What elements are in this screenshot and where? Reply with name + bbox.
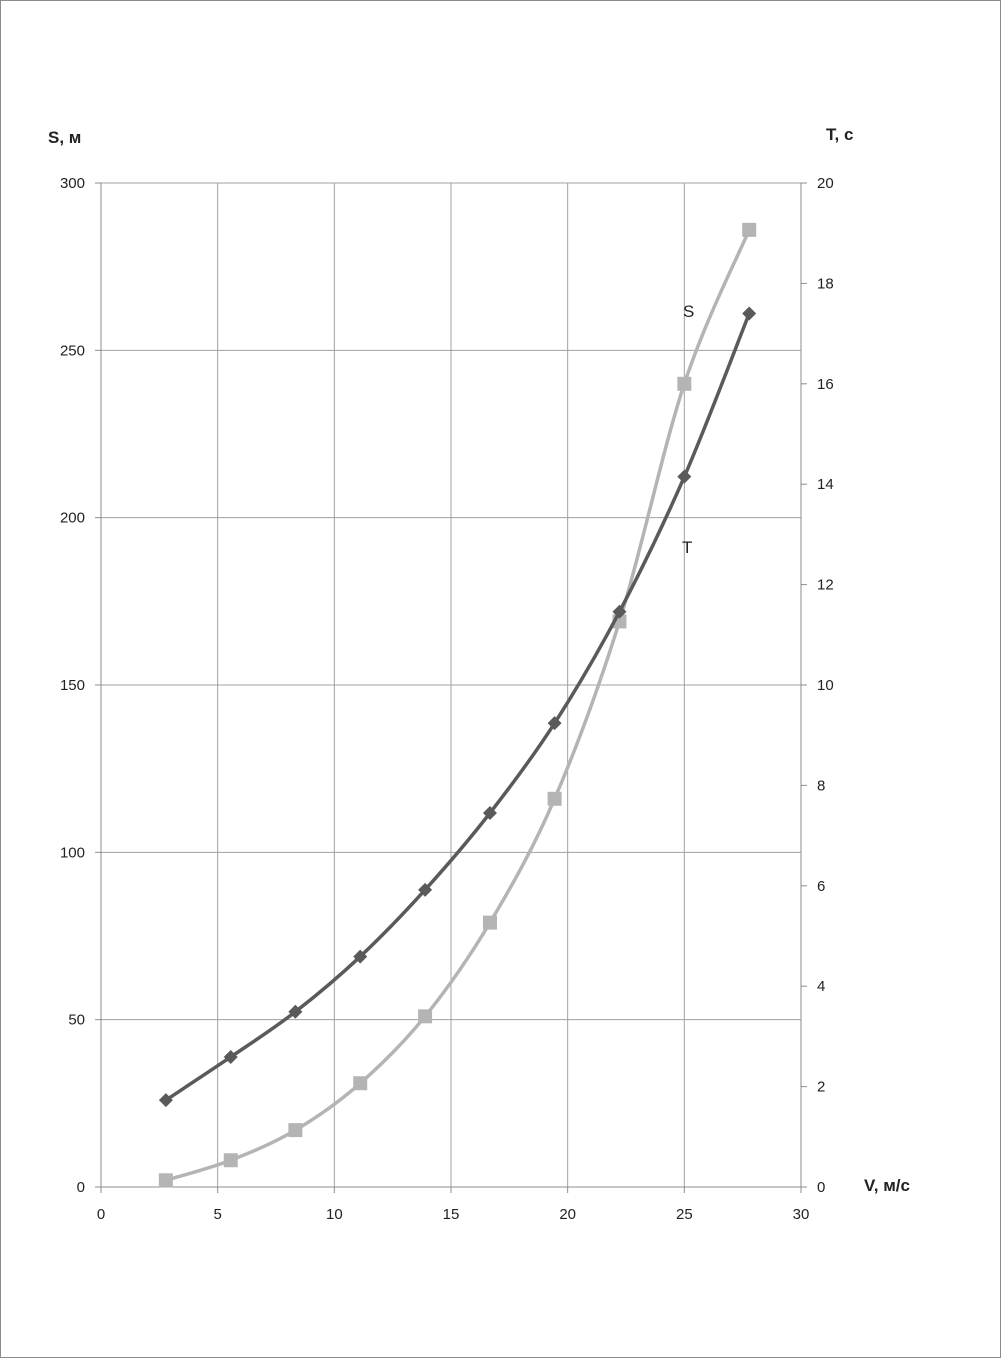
series-label-s: S xyxy=(683,302,694,321)
data-point-t xyxy=(612,604,627,619)
data-point-t xyxy=(677,469,692,484)
series-label-t: T xyxy=(682,538,692,557)
data-point-t xyxy=(288,1004,303,1019)
y-left-tick-label: 250 xyxy=(60,342,85,359)
y-axis-right-title: T, с xyxy=(826,125,853,144)
data-point-s xyxy=(677,376,692,391)
x-tick-label: 5 xyxy=(213,1206,221,1223)
data-point-t xyxy=(158,1093,173,1108)
y-right-tick-label: 14 xyxy=(817,476,834,493)
y-right-tick-label: 4 xyxy=(817,978,825,995)
data-point-s xyxy=(742,222,757,237)
y-right-tick-label: 2 xyxy=(817,1079,825,1096)
y-right-tick-label: 16 xyxy=(817,376,834,393)
y-right-tick-label: 12 xyxy=(817,577,834,594)
series-layer xyxy=(158,222,757,1188)
y-right-tick-label: 18 xyxy=(817,275,834,292)
data-point-s xyxy=(353,1076,368,1091)
x-axis-title: V, м/с xyxy=(864,1176,910,1195)
y-left-tick-label: 150 xyxy=(60,677,85,694)
y-right-tick-label: 10 xyxy=(817,677,834,694)
data-point-t xyxy=(223,1049,238,1064)
data-point-t xyxy=(547,716,562,731)
x-tick-label: 25 xyxy=(676,1206,693,1223)
data-point-t xyxy=(353,949,368,964)
y-right-tick-label: 0 xyxy=(817,1179,825,1196)
y-right-tick-label: 20 xyxy=(817,175,834,192)
y-left-tick-label: 50 xyxy=(68,1012,85,1029)
x-tick-label: 15 xyxy=(443,1206,460,1223)
data-point-t xyxy=(418,882,433,897)
y-left-tick-label: 100 xyxy=(60,844,85,861)
data-point-t xyxy=(482,806,497,821)
x-tick-label: 20 xyxy=(559,1206,576,1223)
data-point-s xyxy=(418,1009,433,1024)
y-left-tick-label: 200 xyxy=(60,510,85,527)
series-line-s xyxy=(165,229,751,1182)
x-tick-label: 10 xyxy=(326,1206,343,1223)
series-line-t xyxy=(164,312,751,1102)
data-point-s xyxy=(158,1173,173,1188)
y-left-tick-label: 0 xyxy=(77,1179,85,1196)
data-point-t xyxy=(742,306,757,321)
data-point-s xyxy=(288,1123,303,1138)
y-axis-left-title: S, м xyxy=(48,128,81,147)
x-tick-label: 0 xyxy=(97,1206,105,1223)
data-point-s xyxy=(223,1153,238,1168)
data-point-s xyxy=(547,791,562,806)
data-point-s xyxy=(482,915,497,930)
x-tick-label: 30 xyxy=(793,1206,810,1223)
text-layer: S, м T, с V, м/с S T 0501001502002503000… xyxy=(48,125,910,1223)
axis-layer xyxy=(95,182,807,1193)
grid-layer xyxy=(100,182,802,1188)
y-right-tick-label: 8 xyxy=(817,777,825,794)
y-right-tick-label: 6 xyxy=(817,878,825,895)
y-left-tick-label: 300 xyxy=(60,175,85,192)
